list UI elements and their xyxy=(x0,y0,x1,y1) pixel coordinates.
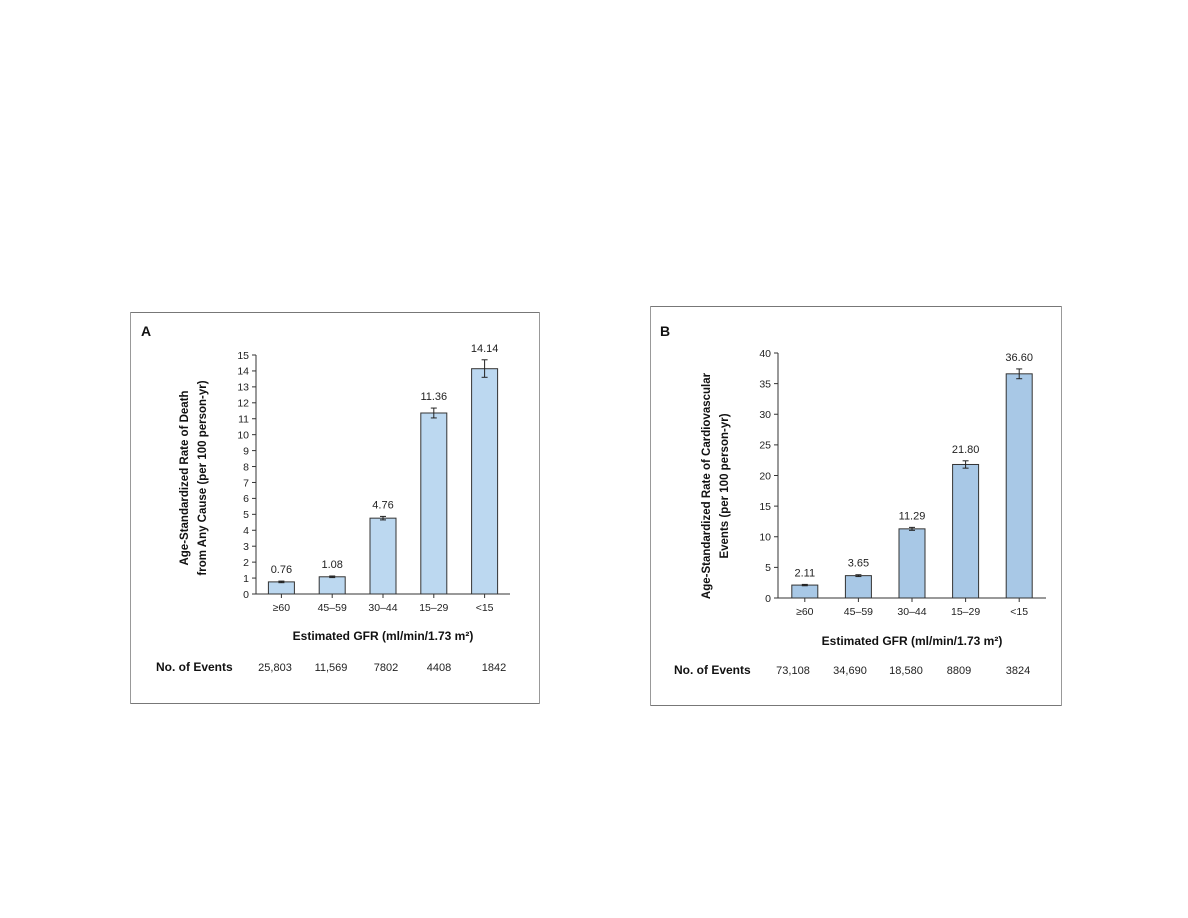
x-tick-label: <15 xyxy=(476,602,494,614)
y-tick-label: 11 xyxy=(238,414,249,426)
panel-label: A xyxy=(141,323,151,339)
y-tick-label: 2 xyxy=(243,557,249,569)
event-count: 4408 xyxy=(427,662,451,674)
bar xyxy=(844,575,872,599)
events-row-label: No. of Events xyxy=(156,660,233,674)
bar xyxy=(318,576,346,595)
chart-b-svg: B 0 5 10 15 20 25 30 35 40 Age-Standardized Rate o… xyxy=(650,306,1062,706)
data-label: 11.36 xyxy=(420,391,447,403)
y-tick-label: 1 xyxy=(243,573,249,585)
data-label: 2.11 xyxy=(795,567,816,579)
y-tick-label: 3 xyxy=(243,541,249,553)
panel-label: B xyxy=(660,323,670,339)
x-tick-label: <15 xyxy=(1010,606,1028,618)
x-tick-label: 45–59 xyxy=(318,602,347,614)
y-axis-label-line1: Age-Standardized Rate of Cardiovascular xyxy=(701,372,713,599)
y-tick-label: 0 xyxy=(765,593,771,605)
bar xyxy=(898,528,926,599)
bar xyxy=(471,368,499,595)
data-label: 36.60 xyxy=(1005,352,1033,364)
x-axis-label: Estimated GFR (ml/min/1.73 m²) xyxy=(293,629,474,643)
x-tick-label: 30–44 xyxy=(368,602,397,614)
y-tick-label: 6 xyxy=(243,493,249,505)
event-count: 11,569 xyxy=(315,662,348,674)
event-count: 34,690 xyxy=(833,665,867,677)
data-label: 0.76 xyxy=(271,564,292,576)
data-label: 14.14 xyxy=(471,343,499,355)
y-tick-label: 13 xyxy=(237,382,249,394)
x-tick-label: 15–29 xyxy=(419,602,448,614)
y-tick-label: 10 xyxy=(759,532,771,544)
x-axis-label: Estimated GFR (ml/min/1.73 m²) xyxy=(822,634,1003,648)
chart-panel-a: A 0 1 2 3 4 5 6 7 8 9 10 11 12 13 14 15 Age-Standardized … xyxy=(130,312,540,704)
data-label: 4.76 xyxy=(372,499,393,511)
bar xyxy=(267,581,295,595)
bar xyxy=(952,463,980,599)
y-tick-label: 30 xyxy=(759,409,771,421)
data-label: 1.08 xyxy=(321,559,342,571)
bar xyxy=(420,412,448,595)
chart-panel-b: B 0 5 10 15 20 25 30 35 40 Age-Standardized Rate o… xyxy=(650,306,1062,706)
data-label: 21.80 xyxy=(952,444,980,456)
y-tick-label: 10 xyxy=(237,429,249,441)
y-axis-label-line1: Age-Standardized Rate of Death xyxy=(179,390,191,565)
chart-a-svg: A0123456789101112131415Age-Standardized … xyxy=(130,312,540,704)
y-tick-label: 7 xyxy=(243,477,249,489)
x-tick-label: ≥60 xyxy=(796,606,814,618)
y-tick-label: 15 xyxy=(759,501,771,513)
x-tick-label: 45–59 xyxy=(844,606,873,618)
event-count: 3824 xyxy=(1006,665,1030,677)
y-axis-label-line2: Events (per 100 person-yr) xyxy=(719,413,731,558)
y-tick-label: 5 xyxy=(243,509,249,521)
y-tick-label: 40 xyxy=(759,348,771,360)
bar xyxy=(791,584,819,599)
y-tick-label: 14 xyxy=(237,366,249,378)
event-count: 25,803 xyxy=(258,662,292,674)
data-label: 3.65 xyxy=(848,558,869,570)
events-row-label: No. of Events xyxy=(674,663,751,677)
event-count: 73,108 xyxy=(776,665,810,677)
y-tick-label: 20 xyxy=(759,470,771,482)
y-tick-label: 12 xyxy=(237,398,249,410)
y-tick-label: 25 xyxy=(759,440,771,452)
event-count: 7802 xyxy=(374,662,398,674)
event-count: 18,580 xyxy=(889,665,923,677)
y-tick-label: 8 xyxy=(243,461,249,473)
y-tick-label: 9 xyxy=(243,445,249,457)
y-tick-label: 35 xyxy=(759,378,771,390)
x-tick-label: ≥60 xyxy=(273,602,291,614)
y-tick-label: 5 xyxy=(765,562,771,574)
bar xyxy=(1005,373,1033,599)
x-tick-label: 15–29 xyxy=(951,606,980,618)
y-tick-label: 4 xyxy=(243,525,249,537)
data-label: 11.29 xyxy=(899,510,926,522)
y-tick-label: 15 xyxy=(237,350,249,362)
event-count: 1842 xyxy=(482,662,506,674)
bar xyxy=(369,517,397,595)
y-axis-label-line2: from Any Cause (per 100 person-yr) xyxy=(197,380,209,575)
x-tick-label: 30–44 xyxy=(897,606,926,618)
event-count: 8809 xyxy=(947,665,971,677)
y-tick-label: 0 xyxy=(243,589,249,601)
